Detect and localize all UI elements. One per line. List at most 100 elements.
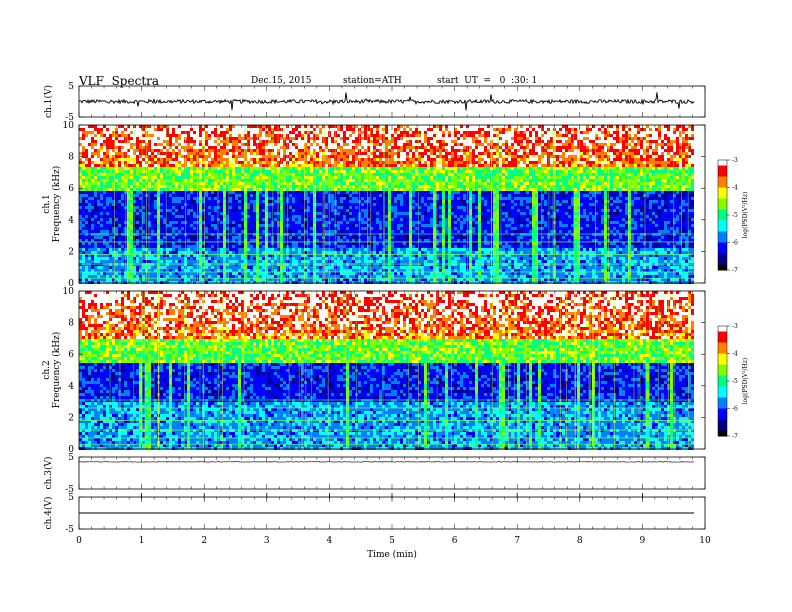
psd-cell bbox=[190, 224, 193, 227]
psd-cell bbox=[316, 281, 319, 284]
psd-cell bbox=[118, 230, 121, 233]
psd-cell bbox=[97, 131, 100, 134]
psd-cell bbox=[112, 206, 115, 209]
psd-cell bbox=[205, 137, 208, 140]
psd-cell bbox=[292, 149, 295, 152]
psd-cell bbox=[160, 248, 163, 251]
psd-cell bbox=[265, 224, 268, 227]
psd-cell bbox=[169, 281, 172, 284]
psd-cell bbox=[214, 245, 217, 248]
psd-cell bbox=[214, 125, 217, 128]
psd-cell bbox=[259, 254, 262, 257]
psd-cell bbox=[250, 230, 253, 233]
psd-cell bbox=[94, 176, 97, 179]
psd-cell bbox=[295, 152, 298, 155]
psd-cell bbox=[217, 209, 220, 212]
psd-cell bbox=[310, 164, 313, 167]
psd-cell bbox=[262, 224, 265, 227]
psd-cell bbox=[202, 224, 205, 227]
psd-cell bbox=[310, 152, 313, 155]
psd-cell bbox=[106, 206, 109, 209]
psd-cell bbox=[91, 128, 94, 131]
psd-cell bbox=[163, 176, 166, 179]
psd-cell bbox=[202, 191, 205, 194]
psd-cell bbox=[91, 245, 94, 248]
psd-cell bbox=[343, 221, 346, 224]
psd-cell bbox=[115, 230, 118, 233]
psd-cell bbox=[109, 242, 112, 245]
psd-cell bbox=[94, 239, 97, 242]
psd-cell bbox=[268, 269, 271, 272]
psd-cell bbox=[232, 269, 235, 272]
psd-cell bbox=[187, 134, 190, 137]
psd-cell bbox=[217, 131, 220, 134]
psd-cell bbox=[289, 188, 292, 191]
psd-cell bbox=[94, 197, 97, 200]
psd-cell bbox=[247, 260, 250, 263]
psd-cell bbox=[199, 170, 202, 173]
psd-cell bbox=[175, 176, 178, 179]
psd-cell bbox=[127, 179, 130, 182]
psd-cell bbox=[187, 137, 190, 140]
psd-cell bbox=[208, 125, 211, 128]
psd-cell bbox=[223, 134, 226, 137]
psd-cell bbox=[175, 269, 178, 272]
psd-cell bbox=[169, 137, 172, 140]
psd-cell bbox=[274, 173, 277, 176]
psd-cell bbox=[262, 149, 265, 152]
psd-cell bbox=[142, 254, 145, 257]
psd-cell bbox=[139, 224, 142, 227]
psd-cell bbox=[274, 209, 277, 212]
psd-cell bbox=[331, 173, 334, 176]
psd-cell bbox=[88, 266, 91, 269]
psd-cell bbox=[247, 215, 250, 218]
psd-cell bbox=[118, 254, 121, 257]
psd-cell bbox=[265, 227, 268, 230]
psd-cell bbox=[244, 275, 247, 278]
psd-cell bbox=[301, 191, 304, 194]
psd-cell bbox=[304, 206, 307, 209]
psd-cell bbox=[220, 218, 223, 221]
psd-cell bbox=[91, 281, 94, 284]
psd-cell bbox=[259, 176, 262, 179]
psd-cell bbox=[244, 224, 247, 227]
psd-cell bbox=[100, 173, 103, 176]
psd-cell bbox=[250, 245, 253, 248]
psd-cell bbox=[253, 131, 256, 134]
psd-cell bbox=[109, 158, 112, 161]
psd-cell bbox=[121, 251, 124, 254]
psd-cell bbox=[304, 131, 307, 134]
psd-cell bbox=[253, 170, 256, 173]
psd-cell bbox=[112, 233, 115, 236]
psd-cell bbox=[343, 281, 346, 284]
psd-cell bbox=[94, 158, 97, 161]
psd-cell bbox=[298, 173, 301, 176]
psd-cell bbox=[229, 248, 232, 251]
psd-cell bbox=[337, 221, 340, 224]
psd-cell bbox=[88, 143, 91, 146]
psd-cell bbox=[250, 155, 253, 158]
psd-cell bbox=[106, 167, 109, 170]
psd-cell bbox=[88, 257, 91, 260]
psd-cell bbox=[178, 209, 181, 212]
psd-cell bbox=[109, 245, 112, 248]
psd-cell bbox=[178, 137, 181, 140]
psd-cell bbox=[214, 164, 217, 167]
psd-cell bbox=[205, 131, 208, 134]
psd-cell bbox=[157, 263, 160, 266]
psd-cell bbox=[127, 215, 130, 218]
psd-cell bbox=[235, 182, 238, 185]
psd-cell bbox=[322, 188, 325, 191]
psd-cell bbox=[310, 266, 313, 269]
psd-cell bbox=[112, 278, 115, 281]
psd-cell bbox=[88, 155, 91, 158]
psd-cell bbox=[319, 257, 322, 260]
psd-cell bbox=[121, 215, 124, 218]
psd-cell bbox=[307, 167, 310, 170]
psd-cell bbox=[292, 260, 295, 263]
psd-cell bbox=[316, 185, 319, 188]
psd-cell bbox=[214, 182, 217, 185]
psd-cell bbox=[238, 203, 241, 206]
psd-cell bbox=[79, 263, 82, 266]
psd-cell bbox=[103, 194, 106, 197]
